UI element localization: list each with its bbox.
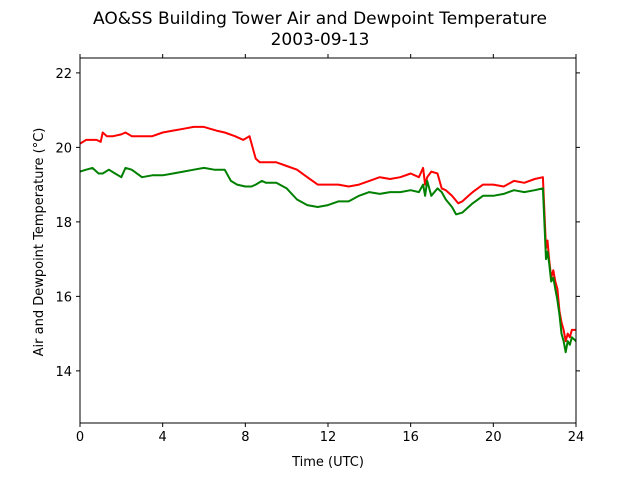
- plot-frame: [79, 57, 577, 424]
- y-tick-label: 18: [55, 216, 72, 231]
- series-line-2: [79, 166, 577, 354]
- x-tick-label: 0: [76, 430, 84, 445]
- y-tick-label: 20: [55, 141, 72, 156]
- y-tick-label: 14: [55, 365, 72, 380]
- x-tick-label: 12: [320, 430, 337, 445]
- x-tick-label: 8: [241, 430, 249, 445]
- x-tick-label: 16: [402, 430, 419, 445]
- x-tick-label: 4: [159, 430, 167, 445]
- y-axis-label: Air and Dewpoint Temperature (°C): [32, 128, 47, 357]
- axes: 0 4 8 12 16 20 24 14 16 18 20 22: [55, 54, 584, 445]
- series-line-1: [79, 125, 576, 343]
- y-tick-label: 16: [55, 290, 72, 305]
- chart-title: AO&SS Building Tower Air and Dewpoint Te…: [93, 9, 547, 29]
- x-axis-label: Time (UTC): [291, 455, 364, 470]
- x-tick-label: 20: [485, 430, 502, 445]
- x-tick-label: 24: [568, 430, 585, 445]
- y-tick-label: 22: [55, 67, 72, 82]
- plot-lines: [79, 125, 577, 354]
- chart-subtitle: 2003-09-13: [271, 30, 370, 50]
